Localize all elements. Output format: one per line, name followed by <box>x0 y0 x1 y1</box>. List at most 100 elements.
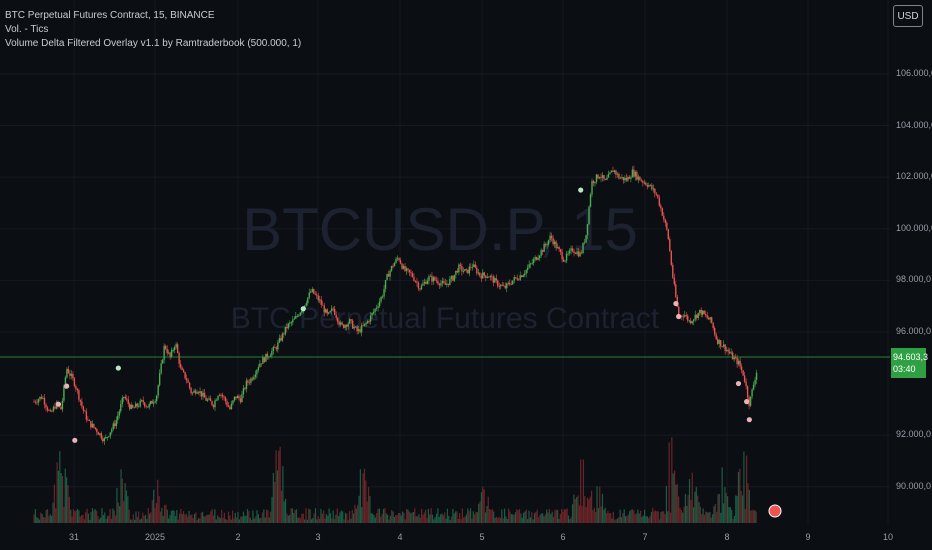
candle-body <box>528 264 530 268</box>
volume-bar <box>183 511 185 523</box>
volume-bar <box>68 496 70 523</box>
volume-bar <box>338 515 340 523</box>
volume-bar <box>295 509 298 523</box>
volume-bar <box>395 514 397 523</box>
volume-bar <box>709 511 711 523</box>
candle-body <box>298 315 300 317</box>
alert-icon[interactable] <box>768 504 782 518</box>
volume-bar <box>562 511 564 523</box>
currency-button[interactable]: USD <box>893 5 923 27</box>
volume-bar <box>129 519 132 523</box>
volume-bar <box>641 516 643 523</box>
volume-bar <box>455 511 457 523</box>
volume-bar <box>533 513 536 523</box>
candle-body <box>54 406 56 409</box>
candle-body <box>344 325 346 328</box>
volume-bar <box>705 511 707 523</box>
volume-bar <box>89 519 91 523</box>
volume-bar <box>400 515 402 523</box>
candle-body <box>281 333 284 341</box>
candle-body <box>601 175 604 178</box>
volume-bar <box>340 510 342 523</box>
candle-body <box>235 396 237 399</box>
candle-body <box>538 255 541 259</box>
candle-body <box>651 184 653 190</box>
volume-bar <box>253 518 255 523</box>
volume-bar <box>162 516 164 523</box>
candle-body <box>253 376 255 380</box>
candle-body <box>534 257 536 260</box>
candle-body <box>561 252 563 260</box>
x-tick-label: 2 <box>235 532 241 542</box>
delta-marker <box>300 306 306 312</box>
volume-bar <box>678 496 680 523</box>
volume-bar <box>611 518 613 523</box>
volume-bar <box>222 517 224 523</box>
volume-bar <box>582 459 585 523</box>
volume-bar <box>392 511 394 523</box>
candle-body <box>63 385 65 401</box>
volume-bar <box>45 510 47 523</box>
candle-body <box>390 265 393 271</box>
volume-bar <box>108 515 110 523</box>
candle-body <box>320 299 322 305</box>
volume-bar <box>66 477 68 523</box>
volume-bar <box>508 508 510 523</box>
candle-body <box>640 180 643 182</box>
candle-body <box>591 181 593 195</box>
volume-bar <box>502 518 504 523</box>
candle-body <box>589 194 592 207</box>
candle-body <box>485 275 487 278</box>
candle-body <box>603 175 605 180</box>
candle-body <box>699 309 701 313</box>
volume-bar <box>272 472 274 523</box>
volume-bar <box>622 513 624 523</box>
volume-bars <box>33 437 757 523</box>
candle-body <box>295 316 297 319</box>
candle-body <box>500 284 502 287</box>
candle-body <box>428 276 430 281</box>
volume-bar <box>225 519 227 523</box>
x-tick-label: 3 <box>315 532 321 542</box>
candle-body <box>245 380 248 389</box>
volume-bar <box>595 512 597 523</box>
volume-bar <box>227 511 230 523</box>
volume-bar <box>725 493 727 523</box>
volume-bar <box>376 513 378 523</box>
volume-bar <box>399 513 401 523</box>
volume-bar <box>202 511 204 523</box>
volume-bar <box>567 515 570 523</box>
candle-body <box>612 170 614 172</box>
volume-bar <box>166 509 168 523</box>
candle-body <box>432 277 435 282</box>
volume-bar <box>290 508 292 523</box>
candle-body <box>72 373 74 379</box>
candle-body <box>117 415 119 421</box>
candle-body <box>66 368 68 378</box>
legend-symbol-line[interactable]: BTC Perpetual Futures Contract, 15, BINA… <box>5 10 215 21</box>
legend-indicator-line[interactable]: Volume Delta Filtered Overlay v1.1 by Ra… <box>5 38 302 49</box>
candle-body <box>568 250 571 254</box>
volume-bar <box>327 515 329 523</box>
volume-bar <box>544 514 546 523</box>
volume-bar <box>387 514 389 523</box>
volume-bar <box>592 510 594 523</box>
candle-body <box>673 277 675 285</box>
volume-bar <box>320 509 322 523</box>
volume-bar <box>217 515 219 523</box>
volume-bar <box>468 511 470 523</box>
candle-body <box>597 174 599 179</box>
candle-body <box>503 285 505 287</box>
candle-body <box>401 263 403 269</box>
candle-body <box>272 347 275 352</box>
volume-bar <box>378 508 381 523</box>
legend-volume-line[interactable]: Vol. - Tics <box>5 24 49 35</box>
volume-bar <box>552 516 555 523</box>
candle-body <box>323 305 325 313</box>
volume-bar <box>427 508 429 523</box>
candle-body <box>37 399 40 403</box>
candle-body <box>310 291 312 293</box>
candle-body <box>111 428 113 433</box>
volume-bar <box>576 497 578 523</box>
